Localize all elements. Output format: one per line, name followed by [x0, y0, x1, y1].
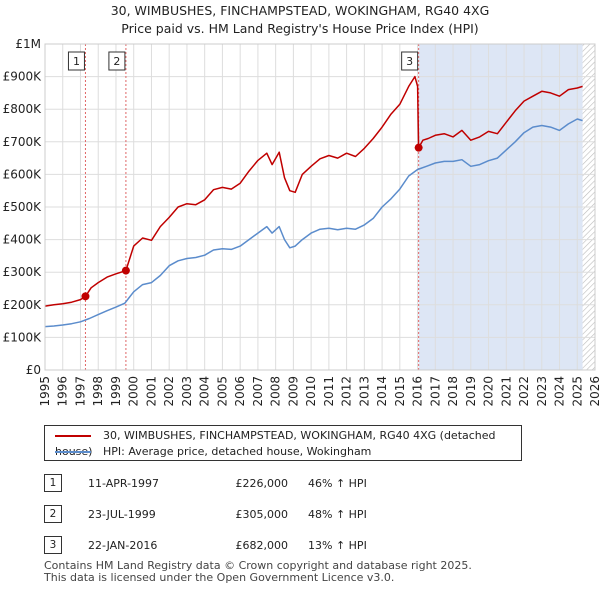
transaction-marker-badge: [108, 51, 126, 71]
transaction-point: [121, 266, 130, 275]
chart-title: 30, WIMBUSHES, FINCHAMPSTEAD, WOKINGHAM,…: [0, 2, 600, 38]
y-tick-label: £300K: [3, 265, 43, 279]
transaction-marker-number: 1: [73, 55, 80, 68]
transaction-date: 22-JAN-2016: [88, 539, 158, 552]
title-line-1: 30, WIMBUSHES, FINCHAMPSTEAD, WOKINGHAM,…: [110, 3, 490, 18]
legend-label-hpi: HPI: Average price, detached house, Woki…: [103, 445, 372, 458]
chart-legend: 30, WIMBUSHES, FINCHAMPSTEAD, WOKINGHAM,…: [44, 425, 522, 461]
x-tick-label: 1999: [109, 376, 123, 407]
transaction-date: 11-APR-1997: [88, 477, 160, 490]
transaction-hpi-change: 13% ↑ HPI: [308, 539, 367, 552]
transaction-marker-badge: [401, 51, 419, 71]
footer-licence: This data is licensed under the Open Gov…: [44, 571, 395, 584]
footer-attribution: Contains HM Land Registry data © Crown c…: [44, 560, 472, 584]
x-tick-label: 2014: [375, 376, 389, 407]
x-tick-label: 1996: [56, 376, 70, 407]
x-tick-label: 2008: [269, 376, 283, 407]
transaction-price: £305,000: [235, 508, 289, 521]
x-tick-label: 1997: [73, 376, 87, 407]
x-tick-label: 2018: [446, 376, 460, 407]
plot-border: [44, 43, 596, 371]
title-line-2: Price paid vs. HM Land Registry's House …: [121, 21, 479, 36]
x-tick-label: 2002: [162, 376, 176, 407]
x-tick-label: 2001: [144, 376, 158, 407]
y-tick-label: £100K: [3, 330, 43, 344]
y-tick-label: £800K: [3, 102, 43, 116]
y-tick-label: £0: [26, 363, 41, 377]
legend-item-property: 30, WIMBUSHES, FINCHAMPSTEAD, WOKINGHAM,…: [55, 428, 521, 458]
transaction-marker-badge: [67, 51, 85, 71]
transaction-badge: 1: [44, 474, 62, 492]
property-price-line: [44, 75, 583, 307]
x-tick-label: 2013: [357, 376, 371, 407]
transaction-marker-number: 2: [113, 55, 120, 68]
footer-copyright: Contains HM Land Registry data © Crown c…: [44, 559, 472, 572]
y-tick-label: £900K: [3, 70, 43, 84]
legend-item-hpi: HPI: Average price, detached house, Woki…: [55, 444, 371, 460]
x-tick-label: 2021: [499, 376, 513, 407]
x-tick-label: 2020: [482, 376, 496, 407]
x-tick-label: 2004: [198, 376, 212, 407]
x-tick-label: 2003: [180, 376, 194, 407]
x-tick-label: 2026: [588, 376, 600, 407]
x-tick-label: 1998: [91, 376, 105, 407]
y-tick-label: £600K: [3, 167, 43, 181]
y-tick-label: £400K: [3, 233, 43, 247]
legend-swatch-property: [55, 435, 91, 437]
x-tick-label: 2015: [393, 376, 407, 407]
x-tick-label: 2011: [322, 376, 336, 407]
x-tick-label: 2025: [570, 376, 584, 407]
transaction-badge: 3: [44, 536, 62, 554]
x-tick-label: 2022: [517, 376, 531, 407]
transaction-hpi-change: 46% ↑ HPI: [308, 477, 367, 490]
transaction-point: [81, 292, 90, 301]
y-tick-label: £700K: [3, 135, 43, 149]
x-tick-label: 2024: [553, 376, 567, 407]
x-tick-label: 2017: [428, 376, 442, 407]
x-tick-label: 2016: [411, 376, 425, 407]
x-tick-label: 2000: [127, 376, 141, 407]
transaction-date: 23-JUL-1999: [88, 508, 156, 521]
y-tick-label: £500K: [3, 200, 43, 214]
transaction-price: £682,000: [235, 539, 289, 552]
transaction-hpi-change: 48% ↑ HPI: [308, 508, 367, 521]
x-tick-label: 2007: [251, 376, 265, 407]
hpi-line: [44, 118, 583, 328]
transaction-badge: 2: [44, 505, 62, 523]
x-tick-label: 2006: [233, 376, 247, 407]
x-tick-label: 2012: [340, 376, 354, 407]
y-tick-label: £1M: [15, 37, 41, 51]
x-tick-label: 2010: [304, 376, 318, 407]
x-tick-label: 2023: [535, 376, 549, 407]
y-tick-label: £200K: [3, 298, 43, 312]
x-tick-label: 2019: [464, 376, 478, 407]
x-tick-label: 2005: [215, 376, 229, 407]
x-tick-label: 2009: [286, 376, 300, 407]
transaction-marker-number: 3: [406, 55, 413, 68]
x-tick-label: 1995: [38, 376, 52, 407]
price-chart: £0 £100K £200K £300K £400K £500K £600K £700K £80…: [3, 37, 600, 407]
legend-swatch-hpi: [55, 451, 91, 453]
transaction-price: £226,000: [235, 477, 289, 490]
transaction-point: [414, 143, 423, 152]
